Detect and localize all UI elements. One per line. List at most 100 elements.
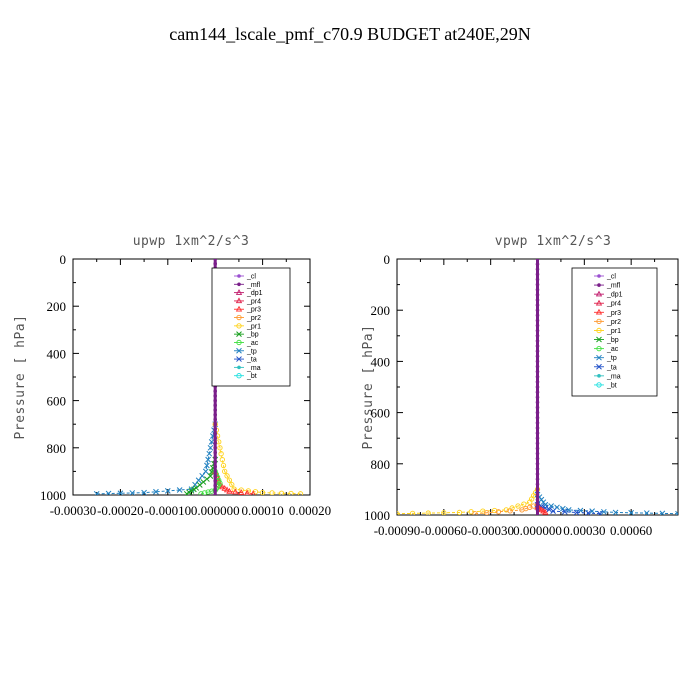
series-marker-tp <box>675 510 678 515</box>
series-marker-mfl <box>535 385 540 389</box>
y-tick-label: 400 <box>371 354 391 369</box>
series-marker-mfl <box>213 389 217 393</box>
series-tp <box>93 421 219 495</box>
series-marker-pr1 <box>236 323 242 329</box>
vpwp-panel: vpwp 1xm^2/s^3 Pressure [ hPa] 0 200 400 600 8… <box>361 234 679 538</box>
plot-area <box>397 259 678 515</box>
series-marker-pr1 <box>596 327 602 334</box>
series-marker-mfl <box>535 359 540 364</box>
series-marker-pr2 <box>596 318 602 325</box>
legend-label-cl: _cl <box>246 274 256 281</box>
series-marker-mfl <box>213 493 217 495</box>
series-marker-mfl <box>535 272 540 277</box>
legend-label-tp: _tp <box>606 355 617 362</box>
series-marker-mfl <box>213 259 217 261</box>
series-marker-tp <box>164 488 171 494</box>
series-marker-tp <box>560 505 566 512</box>
y-tick-label: 600 <box>47 394 67 409</box>
series-marker-pr2 <box>507 508 513 514</box>
series-marker-ta <box>596 363 602 370</box>
series-marker-ta <box>546 506 553 513</box>
series-marker-mfl <box>213 422 217 427</box>
series-marker-mfl <box>597 283 601 287</box>
series-marker-pr1 <box>269 490 275 495</box>
series-marker-mfl <box>213 394 217 398</box>
y-tick-label: 400 <box>47 346 67 361</box>
series-marker-mfl <box>213 464 217 469</box>
series-marker-tp <box>204 462 210 469</box>
y-tick-label: 600 <box>371 406 391 421</box>
series-marker-mfl <box>535 492 540 497</box>
series-marker-pr3 <box>232 488 239 495</box>
series-marker-pr2 <box>495 509 502 515</box>
series-marker-mfl <box>213 488 217 493</box>
series-marker-mfl <box>535 354 540 359</box>
series-marker-pr1 <box>217 445 223 451</box>
series-line-pr1 <box>397 489 538 515</box>
series-marker-mfl <box>535 508 540 512</box>
series-marker-mfl <box>535 400 540 405</box>
series-marker-mfl <box>535 431 540 435</box>
y-tick-label: 1000 <box>364 508 390 523</box>
series-marker-mfl <box>213 469 217 474</box>
series-line-ac <box>200 471 221 495</box>
series-marker-mfl <box>535 513 540 515</box>
x-tick-label: -0.00020 <box>97 503 144 518</box>
legend-box <box>571 267 658 397</box>
series-marker-tp <box>129 490 136 495</box>
series-marker-mfl <box>535 487 540 492</box>
x-tick-label: -0.00010 <box>145 503 192 518</box>
series-marker-pr1 <box>218 451 224 457</box>
series-marker-tp <box>659 510 666 515</box>
series-marker-pr1 <box>288 490 294 495</box>
legend: _cl_mfl_dp1_pr4_pr3_pr2_pr1_bp_ac_tp_ta_… <box>211 267 291 387</box>
series-marker-ta <box>550 508 556 515</box>
y-tick-label: 0 <box>384 252 391 267</box>
series-marker-mfl <box>535 308 540 313</box>
series-marker-ma <box>597 374 601 378</box>
series-marker-pr1 <box>224 473 230 479</box>
legend-label-bp: _bp <box>246 332 259 339</box>
legend-label-ta: _ta <box>246 357 257 364</box>
series-marker-mfl <box>535 328 540 333</box>
legend: _cl_mfl_dp1_pr4_pr3_pr2_pr1_bp_ac_tp_ta_… <box>571 267 658 397</box>
series-marker-tp <box>199 472 206 479</box>
series-marker-pr1 <box>456 509 463 515</box>
series-marker-tp <box>596 354 602 361</box>
series-marker-tp <box>600 508 607 515</box>
series-marker-pr2 <box>472 511 478 515</box>
series-marker-pr2 <box>484 510 490 515</box>
x-tick-label: -0.00030 <box>50 503 97 518</box>
series-marker-ta <box>585 510 592 515</box>
series-marker-mfl <box>535 415 540 420</box>
series-marker-tp <box>141 489 147 495</box>
series-marker-bt <box>596 382 602 388</box>
series-marker-mfl <box>535 441 540 446</box>
series-marker-mfl <box>535 323 540 328</box>
series-marker-pr1 <box>226 477 233 483</box>
upwp-panel: upwp 1xm^2/s^3 Pressure [ hPa] 0 200 400 600 8… <box>13 234 331 518</box>
series-marker-mfl <box>213 446 217 450</box>
series-line-pr2 <box>475 504 538 515</box>
series-marker-bp <box>207 473 214 479</box>
legend-label-bt: _bt <box>246 373 257 380</box>
y-tick-label: 800 <box>47 441 67 456</box>
series-marker-mfl <box>535 287 540 292</box>
series-marker-pr1 <box>259 489 266 495</box>
y-tick-label: 1000 <box>40 488 66 503</box>
legend-label-tp: _tp <box>246 348 257 355</box>
series-marker-mfl <box>535 502 540 507</box>
series-marker-mfl <box>535 451 540 456</box>
series-marker-mfl <box>535 334 540 338</box>
series-marker-pr3 <box>223 486 231 493</box>
series-marker-mfl <box>535 374 540 379</box>
legend-label-pr3: _pr3 <box>606 310 621 317</box>
series-marker-tp <box>208 439 215 445</box>
series-marker-pr1 <box>425 510 431 515</box>
legend-label-pr1: _pr1 <box>606 328 621 335</box>
series-marker-mfl <box>535 497 540 502</box>
series-marker-mfl <box>535 426 540 430</box>
x-tick-label: 0.00030 <box>563 523 605 538</box>
series-marker-ac <box>205 489 211 495</box>
series-marker-dp1 <box>235 289 243 295</box>
